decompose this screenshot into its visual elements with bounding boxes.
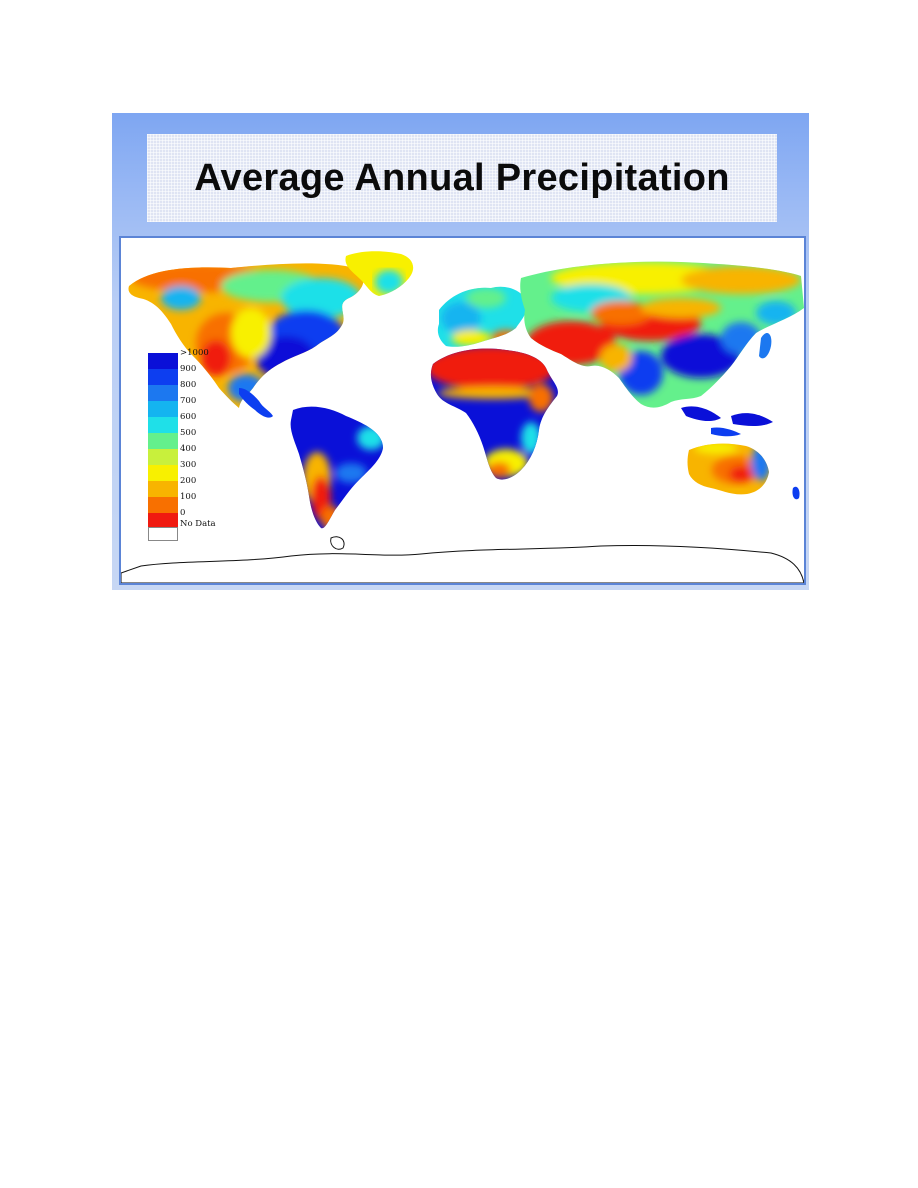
legend-swatch-300 [148,465,178,481]
legend-swatch-100 [148,497,178,513]
legend-label-700: 700 [180,396,197,406]
legend-label-600: 600 [180,412,197,422]
legend-swatch-200 [148,481,178,497]
slide-title: Average Annual Precipitation [194,156,730,199]
legend-label-400: 400 [180,444,197,454]
legend-swatch-600 [148,417,178,433]
legend-label-0: 0 [180,508,186,518]
legend-swatch-500 [148,433,178,449]
legend-swatch-700 [148,401,178,417]
legend-label-300: 300 [180,460,197,470]
legend-swatch-900 [148,369,178,385]
legend-label-500: 500 [180,428,197,438]
slide: Average Annual Precipitation [112,113,809,590]
legend-label-100: 100 [180,492,197,502]
legend-swatch-gt1000 [148,353,178,369]
legend-label-800: 800 [180,380,197,390]
title-box: Average Annual Precipitation [147,134,777,222]
legend-swatch-0 [148,513,178,529]
legend-label-no-data: No Data [180,519,216,529]
legend-swatch-no-data [148,527,178,541]
legend-label-200: 200 [180,476,197,486]
legend-label-900: 900 [180,364,197,374]
legend-swatch-800 [148,385,178,401]
precipitation-map: >1000 900 800 700 600 500 400 300 200 10… [119,236,806,585]
world-map-svg [121,251,804,583]
legend-swatch-400 [148,449,178,465]
legend-label-gt1000: >1000 [180,348,209,358]
